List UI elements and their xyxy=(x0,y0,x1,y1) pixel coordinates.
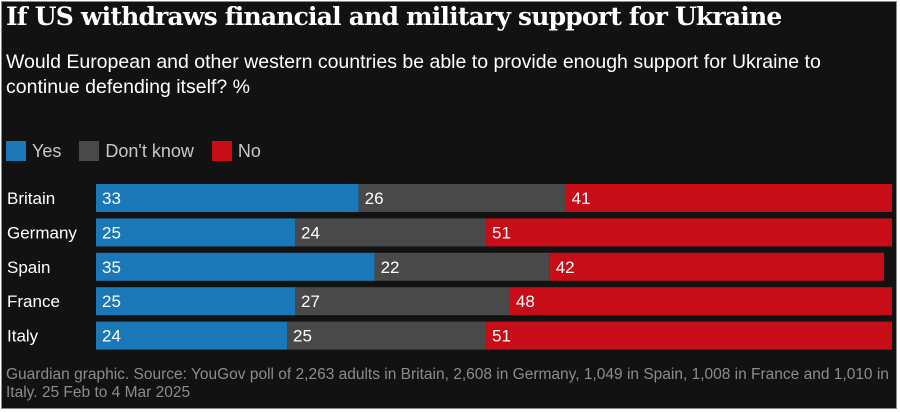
legend-swatch-dont-know xyxy=(79,141,100,161)
category-label-britain: Britain xyxy=(7,189,55,208)
legend-label-dont-know: Don't know xyxy=(105,140,194,161)
category-label-spain: Spain xyxy=(7,258,50,277)
bar-britain-yes xyxy=(96,184,359,212)
legend-label-no: No xyxy=(237,140,261,161)
category-label-germany: Germany xyxy=(7,223,77,242)
legend-item-yes: Yes xyxy=(6,141,61,162)
legend-label-yes: Yes xyxy=(32,140,62,161)
value-label-italy-no: 51 xyxy=(492,327,511,346)
value-label-britain-don-t-know: 26 xyxy=(365,189,384,208)
value-label-britain-yes: 33 xyxy=(102,189,121,208)
bar-germany-no xyxy=(486,218,892,247)
bar-italy-no xyxy=(486,321,892,350)
bar-spain-yes xyxy=(96,252,375,281)
legend-item-no: No xyxy=(211,140,261,162)
bar-italy-yes xyxy=(96,321,288,350)
legend-item-dont-know: Don't know xyxy=(79,140,194,162)
bar-spain-don-t-know xyxy=(374,252,550,281)
value-label-britain-no: 41 xyxy=(572,189,591,208)
legend: Yes Don't know No xyxy=(6,140,279,162)
value-label-germany-don-t-know: 24 xyxy=(301,223,320,242)
value-label-germany-yes: 25 xyxy=(102,223,121,242)
value-label-spain-no: 42 xyxy=(556,258,575,277)
value-label-germany-no: 51 xyxy=(492,223,511,242)
legend-swatch-no xyxy=(211,141,232,161)
category-label-italy: Italy xyxy=(7,327,39,346)
bar-france-no xyxy=(509,287,892,316)
category-label-france: France xyxy=(7,292,60,311)
value-label-spain-don-t-know: 22 xyxy=(381,258,400,277)
chart-title: If US withdraws financial and military s… xyxy=(6,2,782,31)
value-label-france-don-t-know: 27 xyxy=(301,292,320,311)
value-label-italy-don-t-know: 25 xyxy=(293,327,312,346)
bar-germany-don-t-know xyxy=(295,218,487,247)
chart-subtitle: Would European and other western countri… xyxy=(6,51,821,98)
bar-britain-no xyxy=(565,184,892,212)
value-label-france-no: 48 xyxy=(516,292,535,311)
legend-swatch-yes xyxy=(6,141,26,161)
value-label-italy-yes: 24 xyxy=(102,327,121,346)
source-note: Guardian graphic. Source: YouGov poll of… xyxy=(6,366,889,401)
bar-france-don-t-know xyxy=(295,287,510,316)
value-label-spain-yes: 35 xyxy=(102,258,121,277)
value-label-france-yes: 25 xyxy=(102,292,121,311)
bar-france-yes xyxy=(96,287,295,316)
bar-spain-no xyxy=(549,252,885,281)
bar-italy-don-t-know xyxy=(287,321,487,350)
bar-britain-don-t-know xyxy=(358,184,566,212)
bar-germany-yes xyxy=(96,218,295,247)
